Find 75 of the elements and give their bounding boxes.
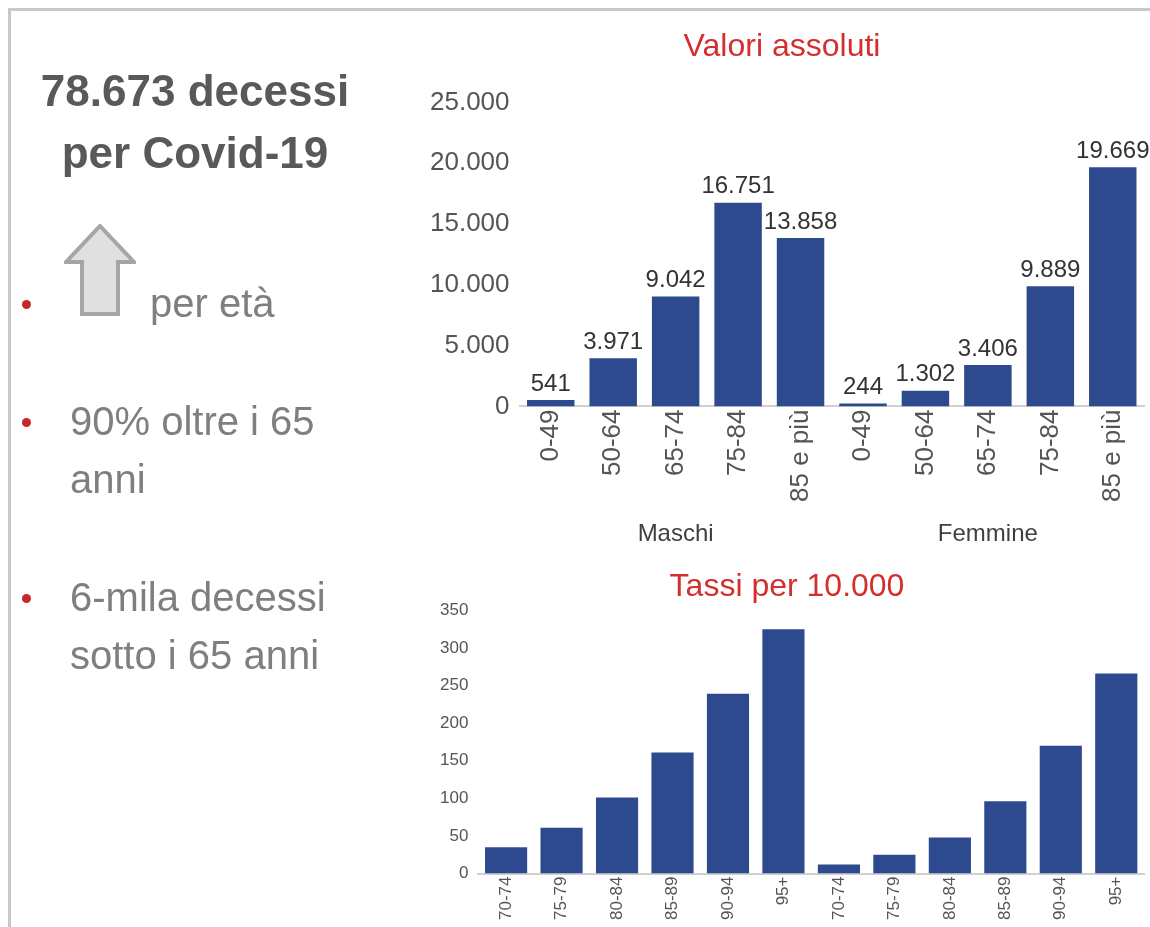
- y-tick-label: 250: [439, 675, 469, 695]
- x-tick-label: 65-74: [971, 409, 1002, 476]
- y-tick-label: 100: [439, 788, 469, 808]
- y-tick-label: 0: [458, 863, 469, 883]
- data-label: 541: [530, 368, 571, 396]
- x-tick-label: 70-74: [495, 876, 515, 920]
- bar: [651, 296, 700, 407]
- chart-title: Valori assoluti: [683, 27, 881, 64]
- x-tick-label: 0-49: [533, 409, 564, 462]
- bar: [1095, 673, 1138, 874]
- x-tick-label: 75-79: [884, 876, 904, 920]
- data-label: 3.406: [957, 333, 1018, 361]
- data-label: 1.302: [895, 359, 956, 387]
- x-tick-label: 90-94: [717, 876, 737, 920]
- bar: [706, 693, 750, 874]
- x-tick-label: 85-89: [662, 876, 682, 920]
- x-tick-label: 75-79: [551, 876, 571, 920]
- bar: [485, 847, 528, 874]
- y-tick-label: 50: [449, 825, 469, 845]
- bar: [589, 358, 637, 407]
- bar: [1026, 286, 1075, 407]
- data-label: 244: [842, 372, 884, 400]
- y-tick-label: 10.000: [429, 268, 510, 299]
- x-tick-label: 0-49: [846, 409, 877, 462]
- text: 90% oltre i 65 anni: [70, 399, 315, 501]
- x-tick-label: 50-64: [596, 409, 627, 476]
- x-tick-label: 75-84: [1033, 409, 1064, 476]
- bar: [928, 837, 971, 874]
- data-label: 9.889: [1020, 254, 1081, 282]
- bar: [776, 237, 825, 407]
- bar: [984, 801, 1027, 874]
- data-label: 19.669: [1076, 135, 1150, 163]
- y-tick-label: 20.000: [429, 146, 510, 177]
- data-label: 9.042: [645, 265, 706, 293]
- bar: [817, 864, 860, 874]
- bar: [527, 399, 575, 407]
- bar: [1089, 167, 1137, 407]
- bar: [651, 752, 694, 874]
- x-tick-label: 50-64: [908, 409, 939, 476]
- text: Femmine: [937, 519, 1038, 546]
- x-tick-label: 65-74: [658, 409, 689, 476]
- y-tick-label: 150: [439, 750, 469, 770]
- data-label: 13.858: [763, 206, 838, 234]
- y-tick-label: 200: [439, 712, 469, 732]
- y-tick-label: 5.000: [444, 328, 510, 359]
- x-tick-label: 95+: [1105, 876, 1125, 906]
- data-label: 16.751: [701, 171, 775, 199]
- x-tick-label: 85 e più: [783, 409, 814, 503]
- x-tick-label: 85 e più: [1095, 409, 1126, 503]
- y-tick-label: 15.000: [429, 207, 510, 238]
- y-tick-label: 300: [439, 637, 469, 657]
- y-tick-label: 25.000: [429, 85, 510, 116]
- text: 78.673 decessi per Covid-19: [39, 65, 351, 179]
- y-tick-label: 350: [439, 600, 469, 620]
- bar: [901, 390, 950, 407]
- bar: [873, 854, 916, 874]
- text: per età: [150, 281, 275, 325]
- y-tick-label: 0: [495, 389, 510, 420]
- bar: [714, 202, 762, 407]
- x-tick-label: 95+: [773, 876, 793, 906]
- bar: [964, 365, 1012, 407]
- bar: [1039, 745, 1082, 874]
- x-tick-label: 70-74: [828, 876, 848, 920]
- chart-title: Tassi per 10.000: [669, 567, 905, 604]
- text: 6-mila decessi sotto i 65 anni: [70, 575, 326, 677]
- text: Maschi: [637, 519, 714, 546]
- x-tick-label: 85-89: [995, 876, 1015, 920]
- bar: [595, 797, 639, 874]
- x-tick-label: 80-84: [606, 876, 626, 920]
- bar: [762, 629, 805, 874]
- x-tick-label: 75-84: [721, 409, 752, 476]
- x-tick-label: 80-84: [939, 876, 959, 920]
- x-tick-label: 90-94: [1050, 876, 1070, 920]
- data-label: 3.971: [583, 326, 644, 354]
- bar: [540, 827, 583, 874]
